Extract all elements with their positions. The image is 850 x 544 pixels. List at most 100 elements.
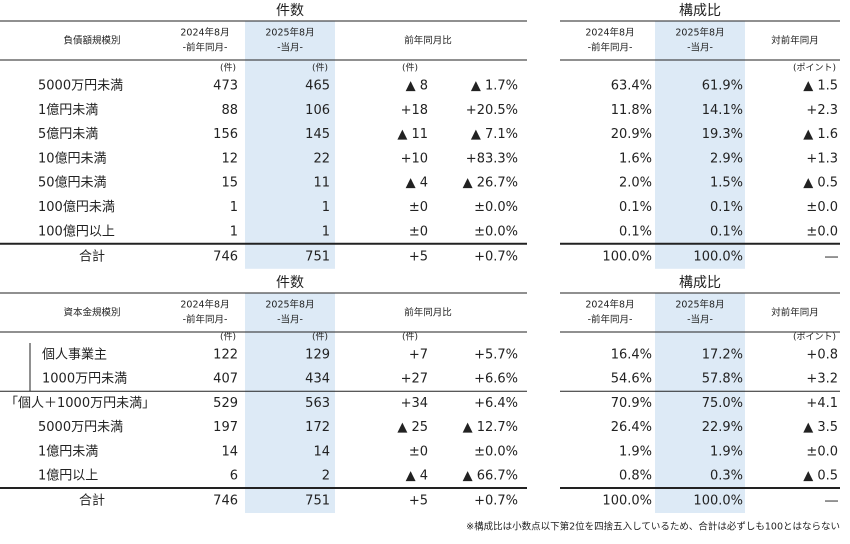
- header: -当月-: [687, 42, 713, 54]
- cell: 465: [305, 79, 330, 94]
- cell: ▲ 7.1%: [471, 127, 518, 142]
- header: -当月-: [277, 314, 303, 326]
- cell: ▲ 4: [406, 469, 428, 484]
- cell: ▲ 1.7%: [471, 79, 518, 94]
- total-cell: 100.0%: [693, 494, 743, 509]
- cell: ±0: [409, 200, 428, 215]
- cell: ▲ 1.5: [803, 79, 838, 94]
- cell: ±0.0%: [474, 444, 518, 459]
- cell: 17.2%: [702, 348, 743, 363]
- total-cell: 746: [213, 249, 238, 264]
- total-cell: ―: [825, 249, 838, 264]
- cell: ▲ 0.5: [803, 469, 838, 484]
- unit: (件): [402, 331, 418, 343]
- cell: 63.4%: [611, 79, 652, 94]
- cell: ±0: [409, 444, 428, 459]
- cell: 1.5%: [710, 176, 743, 191]
- cell: +10: [401, 151, 428, 166]
- section-title: 件数: [276, 275, 304, 291]
- cell: 14.1%: [702, 103, 743, 118]
- cell: 197: [213, 420, 238, 435]
- row-label: 1000万円未満: [42, 372, 127, 387]
- cell: 145: [305, 127, 330, 142]
- cell: 15: [221, 176, 238, 191]
- total-cell: 100.0%: [693, 249, 743, 264]
- cell: ▲ 0.5: [803, 176, 838, 191]
- cell: ▲ 1.6: [803, 127, 838, 142]
- cell: 54.6%: [611, 372, 652, 387]
- highlight: [245, 21, 335, 269]
- row-label: 10億円未満: [38, 150, 107, 166]
- header: -当月-: [687, 314, 713, 326]
- row-label: 5億円未満: [38, 126, 98, 142]
- cell: ▲ 4: [406, 176, 428, 191]
- header: 2024年8月: [180, 27, 229, 39]
- header: 対前年同月: [771, 307, 819, 319]
- cell: 57.8%: [702, 372, 743, 387]
- header: -前年同月-: [588, 42, 633, 54]
- cell: 2.0%: [619, 176, 652, 191]
- cell: ▲ 11: [397, 127, 428, 142]
- cell: 22: [313, 151, 330, 166]
- cell: ▲ 8: [406, 79, 428, 94]
- cell: 407: [213, 372, 238, 387]
- cell: 106: [305, 103, 330, 118]
- cell: 0.1%: [619, 200, 652, 215]
- row-label: 1億円未満: [38, 443, 98, 459]
- cell: ±0.0%: [474, 224, 518, 239]
- cell: 0.3%: [710, 469, 743, 484]
- header: 2025年8月: [675, 299, 724, 311]
- cell: +2.3: [806, 103, 838, 118]
- cell: ±0.0%: [474, 200, 518, 215]
- cell: +18: [401, 103, 428, 118]
- header: 2025年8月: [675, 27, 724, 39]
- cell: 0.8%: [619, 469, 652, 484]
- cell: 563: [305, 396, 330, 411]
- cell: +1.3: [806, 151, 838, 166]
- cell: 2.9%: [710, 151, 743, 166]
- total-label: 合計: [79, 248, 105, 264]
- cell: 0.1%: [619, 224, 652, 239]
- header: 負債額規模別: [63, 35, 120, 47]
- header: -前年同月-: [183, 42, 228, 54]
- total-cell: 100.0%: [602, 494, 652, 509]
- total-cell: 100.0%: [602, 249, 652, 264]
- header: 対前年同月: [771, 35, 819, 47]
- cell: 14: [221, 444, 238, 459]
- unit: (件): [220, 331, 236, 343]
- cell: +83.3%: [466, 151, 518, 166]
- cell: 1: [230, 224, 238, 239]
- cell: 156: [213, 127, 238, 142]
- cell: 0.1%: [710, 224, 743, 239]
- row-label: 5000万円未満: [38, 420, 123, 435]
- cell: 61.9%: [702, 79, 743, 94]
- total-cell: 746: [213, 494, 238, 509]
- unit: (件): [220, 62, 236, 74]
- cell: +3.2: [806, 372, 838, 387]
- cell: +6.4%: [474, 396, 518, 411]
- highlight: [245, 293, 335, 513]
- total-cell: +5: [409, 249, 428, 264]
- cell: 0.1%: [710, 200, 743, 215]
- cell: 70.9%: [611, 396, 652, 411]
- cell: ▲ 26.7%: [463, 176, 518, 191]
- total-label: 合計: [79, 493, 105, 509]
- cell: 11: [313, 176, 330, 191]
- header: -前年同月-: [588, 314, 633, 326]
- section-title: 構成比: [679, 275, 721, 291]
- highlight: [655, 21, 745, 269]
- cell: +4.1: [806, 396, 838, 411]
- total-cell: +0.7%: [474, 249, 518, 264]
- cell: 529: [213, 396, 238, 411]
- row-label: 100億円未満: [38, 199, 115, 215]
- row-label: 個人事業主: [42, 347, 107, 363]
- cell: +7: [409, 348, 428, 363]
- header: 前年同月比: [404, 307, 452, 319]
- header: 2025年8月: [265, 299, 314, 311]
- unit: (件): [402, 62, 418, 74]
- cell: ±0.0: [806, 224, 838, 239]
- header: 2024年8月: [585, 299, 634, 311]
- cell: 122: [213, 348, 238, 363]
- cell: ±0: [409, 224, 428, 239]
